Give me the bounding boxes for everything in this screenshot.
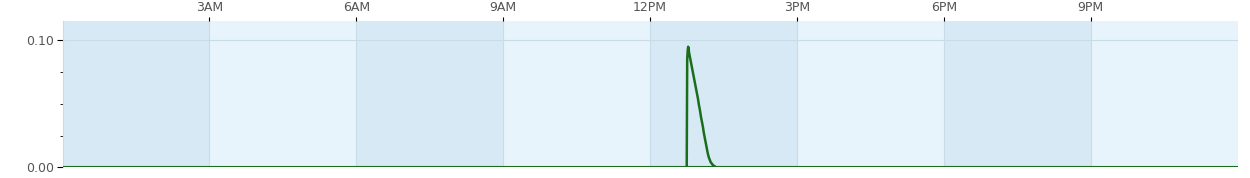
Bar — [62, 21, 210, 167]
Bar — [210, 21, 356, 167]
Bar — [650, 21, 798, 167]
Bar — [356, 21, 502, 167]
Bar — [944, 21, 1090, 167]
Bar — [1090, 21, 1238, 167]
Bar — [798, 21, 944, 167]
Bar — [503, 21, 650, 167]
